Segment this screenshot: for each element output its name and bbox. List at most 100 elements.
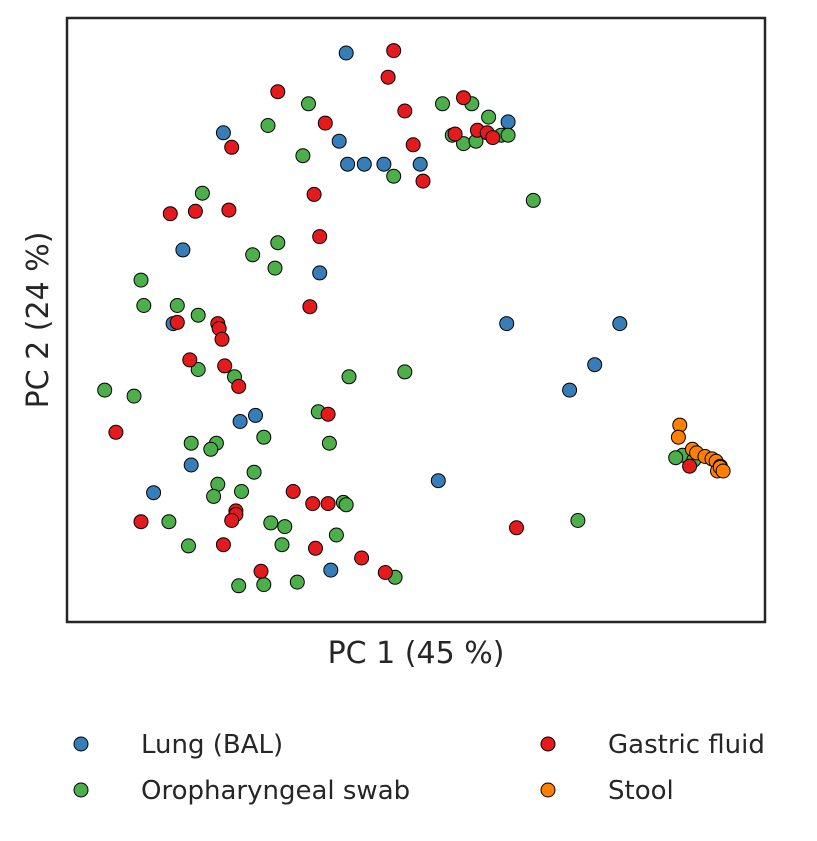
point-lung-bal-17 bbox=[183, 457, 199, 473]
x-axis-label: PC 1 (45 %) bbox=[328, 636, 505, 671]
legend-label-gastric-fluid: Gastric fluid bbox=[608, 730, 765, 760]
point-gastric-fluid-16 bbox=[221, 202, 237, 218]
point-gastric-fluid-26 bbox=[320, 406, 336, 422]
point-oropharyngeal-swab-20 bbox=[190, 307, 206, 323]
point-gastric-fluid-40 bbox=[377, 565, 393, 580]
point-gastric-fluid-28 bbox=[285, 484, 301, 499]
point-oropharyngeal-swab-7 bbox=[481, 109, 497, 125]
point-oropharyngeal-swab-47 bbox=[289, 574, 305, 590]
point-gastric-fluid-13 bbox=[306, 186, 322, 202]
point-oropharyngeal-swab-12 bbox=[194, 185, 210, 201]
point-gastric-fluid-1 bbox=[380, 69, 396, 85]
point-oropharyngeal-swab-18 bbox=[136, 298, 152, 313]
point-oropharyngeal-swab-33 bbox=[246, 464, 262, 480]
point-oropharyngeal-swab-41 bbox=[277, 519, 293, 535]
point-lung-bal-9 bbox=[312, 265, 328, 281]
legend-marker-lung-bal bbox=[73, 736, 89, 752]
point-oropharyngeal-swab-39 bbox=[161, 514, 177, 530]
point-gastric-fluid-2 bbox=[270, 84, 286, 100]
point-gastric-fluid-36 bbox=[215, 537, 231, 553]
point-gastric-fluid-19 bbox=[169, 314, 185, 330]
point-lung-bal-3 bbox=[340, 156, 356, 172]
point-oropharyngeal-swab-46 bbox=[256, 577, 272, 593]
point-gastric-fluid-34 bbox=[133, 514, 149, 530]
point-lung-bal-1 bbox=[215, 125, 231, 141]
point-gastric-fluid-12 bbox=[415, 173, 431, 189]
point-oropharyngeal-swab-14 bbox=[245, 247, 261, 263]
point-oropharyngeal-swab-19 bbox=[169, 298, 185, 313]
point-oropharyngeal-swab-23 bbox=[341, 369, 357, 385]
point-oropharyngeal-swab-28 bbox=[256, 429, 272, 445]
point-gastric-fluid-17 bbox=[312, 229, 328, 245]
point-gastric-fluid-10 bbox=[224, 139, 240, 155]
point-oropharyngeal-swab-21 bbox=[190, 362, 206, 377]
point-oropharyngeal-swab-51 bbox=[668, 450, 684, 466]
point-lung-bal-4 bbox=[356, 156, 372, 172]
point-gastric-fluid-3 bbox=[397, 103, 413, 119]
point-gastric-fluid-9 bbox=[485, 130, 501, 146]
point-oropharyngeal-swab-31 bbox=[321, 435, 337, 451]
point-gastric-fluid-18 bbox=[302, 299, 318, 315]
point-lung-bal-19 bbox=[430, 473, 446, 489]
point-oropharyngeal-swab-11 bbox=[386, 168, 402, 184]
point-gastric-fluid-5 bbox=[317, 115, 333, 131]
point-lung-bal-20 bbox=[323, 562, 339, 578]
point-oropharyngeal-swab-38 bbox=[338, 497, 354, 513]
point-oropharyngeal-swab-35 bbox=[234, 484, 249, 499]
point-oropharyngeal-swab-15 bbox=[267, 260, 283, 276]
point-lung-bal-14 bbox=[562, 382, 578, 398]
point-gastric-fluid-35 bbox=[509, 520, 524, 536]
point-oropharyngeal-swab-16 bbox=[525, 192, 541, 208]
point-oropharyngeal-swab-26 bbox=[126, 388, 142, 404]
point-stool-1 bbox=[670, 429, 686, 445]
point-oropharyngeal-swab-13 bbox=[270, 235, 286, 251]
point-gastric-fluid-11 bbox=[405, 137, 421, 153]
point-oropharyngeal-swab-40 bbox=[263, 515, 279, 531]
point-gastric-fluid-37 bbox=[308, 540, 323, 556]
point-lung-bal-5 bbox=[376, 156, 392, 172]
point-lung-bal-8 bbox=[175, 242, 191, 258]
point-gastric-fluid-25 bbox=[231, 378, 247, 394]
legend-label-lung-bal: Lung (BAL) bbox=[141, 730, 283, 760]
legend-label-stool: Stool bbox=[608, 776, 674, 806]
point-lung-bal-12 bbox=[612, 316, 628, 332]
point-gastric-fluid-41 bbox=[682, 458, 698, 474]
point-gastric-fluid-33 bbox=[224, 513, 240, 528]
point-oropharyngeal-swab-49 bbox=[570, 513, 586, 528]
point-lung-bal-11 bbox=[499, 316, 515, 332]
point-lung-bal-13 bbox=[587, 357, 603, 373]
point-oropharyngeal-swab-42 bbox=[328, 527, 344, 543]
point-oropharyngeal-swab-0 bbox=[301, 96, 316, 112]
point-gastric-fluid-38 bbox=[354, 550, 370, 566]
legend-marker-stool bbox=[540, 782, 556, 798]
y-axis-label: PC 2 (24 %) bbox=[21, 232, 56, 409]
point-lung-bal-0 bbox=[338, 45, 354, 61]
point-oropharyngeal-swab-45 bbox=[231, 578, 247, 594]
point-gastric-fluid-24 bbox=[217, 358, 233, 374]
point-gastric-fluid-30 bbox=[320, 496, 336, 512]
point-gastric-fluid-39 bbox=[253, 563, 269, 579]
point-gastric-fluid-4 bbox=[456, 90, 471, 106]
point-lung-bal-15 bbox=[248, 407, 263, 423]
point-oropharyngeal-swab-24 bbox=[397, 364, 413, 380]
point-lung-bal-16 bbox=[232, 414, 248, 429]
point-lung-bal-2 bbox=[331, 133, 347, 149]
point-gastric-fluid-14 bbox=[162, 206, 178, 222]
point-gastric-fluid-29 bbox=[305, 496, 321, 512]
point-gastric-fluid-15 bbox=[187, 203, 203, 219]
point-oropharyngeal-swab-36 bbox=[206, 488, 222, 504]
legend-label-oropharyngeal-swab: Oropharyngeal swab bbox=[141, 776, 410, 806]
point-oropharyngeal-swab-17 bbox=[133, 272, 149, 288]
point-gastric-fluid-27 bbox=[108, 424, 124, 440]
point-gastric-fluid-6 bbox=[447, 126, 463, 142]
legend: Lung (BAL) Oropharyngeal swab Gastric flui… bbox=[73, 730, 765, 806]
point-gastric-fluid-22 bbox=[214, 331, 230, 347]
point-oropharyngeal-swab-9 bbox=[500, 127, 516, 143]
legend-marker-gastric-fluid bbox=[540, 736, 556, 752]
point-gastric-fluid-0 bbox=[386, 43, 402, 59]
point-oropharyngeal-swab-1 bbox=[260, 118, 276, 133]
point-oropharyngeal-swab-44 bbox=[274, 537, 290, 553]
points-layer bbox=[97, 43, 731, 594]
point-oropharyngeal-swab-2 bbox=[435, 96, 450, 112]
